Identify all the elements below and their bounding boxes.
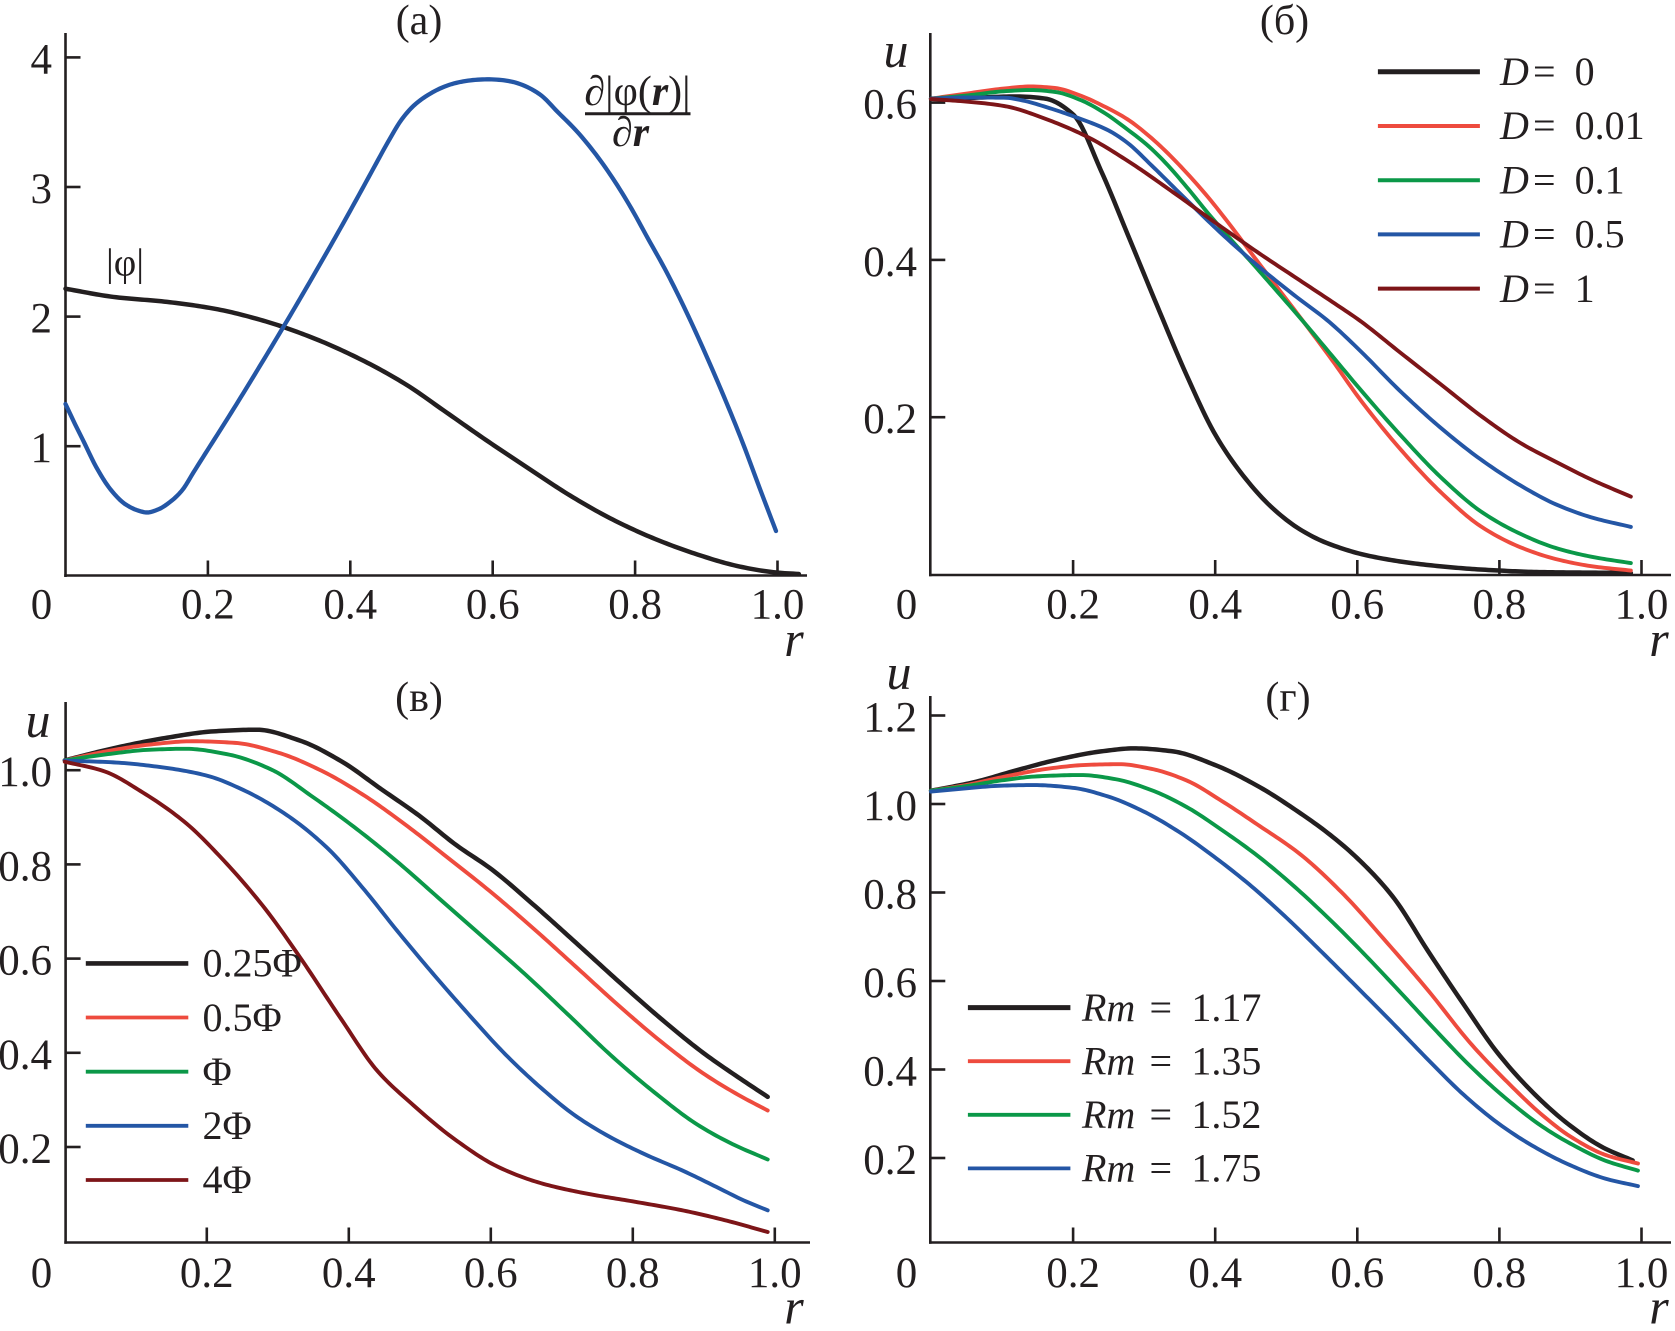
svg-text:∂r: ∂r	[612, 110, 650, 156]
svg-text:0.4: 0.4	[0, 1032, 52, 1079]
svg-text:0.4: 0.4	[1188, 1250, 1242, 1297]
svg-text:r: r	[1649, 1279, 1669, 1331]
svg-text:Rm=1.52: Rm = 1.52	[1081, 1092, 1261, 1137]
svg-text:D=0.01: D = 0.01	[1499, 103, 1645, 148]
svg-text:0.6: 0.6	[863, 82, 917, 129]
svg-text:3: 3	[31, 166, 53, 213]
svg-text:0.4: 0.4	[863, 239, 917, 286]
svg-text:4: 4	[31, 36, 53, 83]
svg-text:|φ|: |φ|	[106, 242, 144, 285]
svg-text:0.8: 0.8	[0, 843, 52, 890]
svg-text:0.6: 0.6	[0, 938, 52, 985]
svg-text:0.6: 0.6	[863, 960, 917, 1007]
svg-text:0.8: 0.8	[1473, 1250, 1527, 1297]
svg-text:(г): (г)	[1265, 675, 1310, 721]
svg-text:(б): (б)	[1260, 0, 1309, 44]
svg-text:1: 1	[31, 425, 53, 472]
svg-text:D=0.5: D = 0.5	[1499, 212, 1625, 257]
svg-text:0.5Φ: 0.5Φ	[203, 995, 282, 1040]
svg-text:0.6: 0.6	[466, 582, 520, 629]
svg-text:D=0: D = 0	[1499, 49, 1595, 94]
svg-text:r: r	[784, 1279, 804, 1331]
svg-text:0: 0	[31, 1250, 53, 1297]
svg-text:∂|φ(r)|: ∂|φ(r)|	[584, 69, 690, 115]
svg-text:0: 0	[31, 582, 53, 629]
svg-text:1.0: 1.0	[748, 1250, 802, 1297]
svg-text:1.0: 1.0	[863, 783, 917, 830]
svg-text:0: 0	[896, 1250, 918, 1297]
svg-text:1.0: 1.0	[0, 749, 52, 796]
svg-text:1.0: 1.0	[751, 582, 805, 629]
svg-text:0.2: 0.2	[181, 582, 235, 629]
svg-text:0.4: 0.4	[323, 582, 377, 629]
svg-text:0.2: 0.2	[180, 1250, 234, 1297]
svg-text:u: u	[884, 22, 909, 78]
svg-text:1.2: 1.2	[863, 695, 917, 742]
svg-text:0.8: 0.8	[863, 872, 917, 919]
svg-text:1.0: 1.0	[1615, 582, 1669, 629]
svg-text:0.25Φ: 0.25Φ	[203, 941, 302, 986]
svg-text:0.4: 0.4	[322, 1250, 376, 1297]
svg-text:Rm=1.75: Rm = 1.75	[1081, 1146, 1261, 1191]
svg-text:0.8: 0.8	[606, 1250, 660, 1297]
svg-text:0.8: 0.8	[1473, 582, 1527, 629]
svg-text:(а): (а)	[396, 0, 443, 44]
svg-text:0.2: 0.2	[1046, 582, 1100, 629]
svg-text:0: 0	[896, 582, 918, 629]
svg-text:D=0.1: D = 0.1	[1499, 157, 1625, 202]
svg-text:0.6: 0.6	[1330, 1250, 1384, 1297]
svg-text:0.2: 0.2	[863, 1137, 917, 1184]
svg-text:0.8: 0.8	[608, 582, 662, 629]
svg-text:r: r	[784, 611, 804, 667]
svg-text:u: u	[887, 644, 912, 700]
svg-text:2Φ: 2Φ	[203, 1103, 252, 1148]
svg-text:u: u	[26, 692, 51, 748]
svg-text:Rm=1.17: Rm = 1.17	[1081, 985, 1261, 1030]
svg-text:r: r	[1649, 611, 1669, 667]
svg-text:0.4: 0.4	[1188, 582, 1242, 629]
svg-text:0.6: 0.6	[1330, 582, 1384, 629]
svg-text:0.2: 0.2	[1046, 1250, 1100, 1297]
svg-text:0.2: 0.2	[0, 1126, 52, 1173]
svg-text:Φ: Φ	[203, 1049, 232, 1094]
svg-text:D=1: D = 1	[1499, 266, 1595, 311]
svg-text:0.4: 0.4	[863, 1049, 917, 1096]
svg-text:0.6: 0.6	[464, 1250, 518, 1297]
svg-text:(в): (в)	[395, 675, 443, 721]
svg-text:2: 2	[31, 296, 53, 343]
svg-text:4Φ: 4Φ	[203, 1157, 252, 1202]
svg-text:Rm=1.35: Rm = 1.35	[1081, 1038, 1261, 1083]
svg-text:0.2: 0.2	[863, 396, 917, 443]
svg-text:1.0: 1.0	[1615, 1250, 1669, 1297]
